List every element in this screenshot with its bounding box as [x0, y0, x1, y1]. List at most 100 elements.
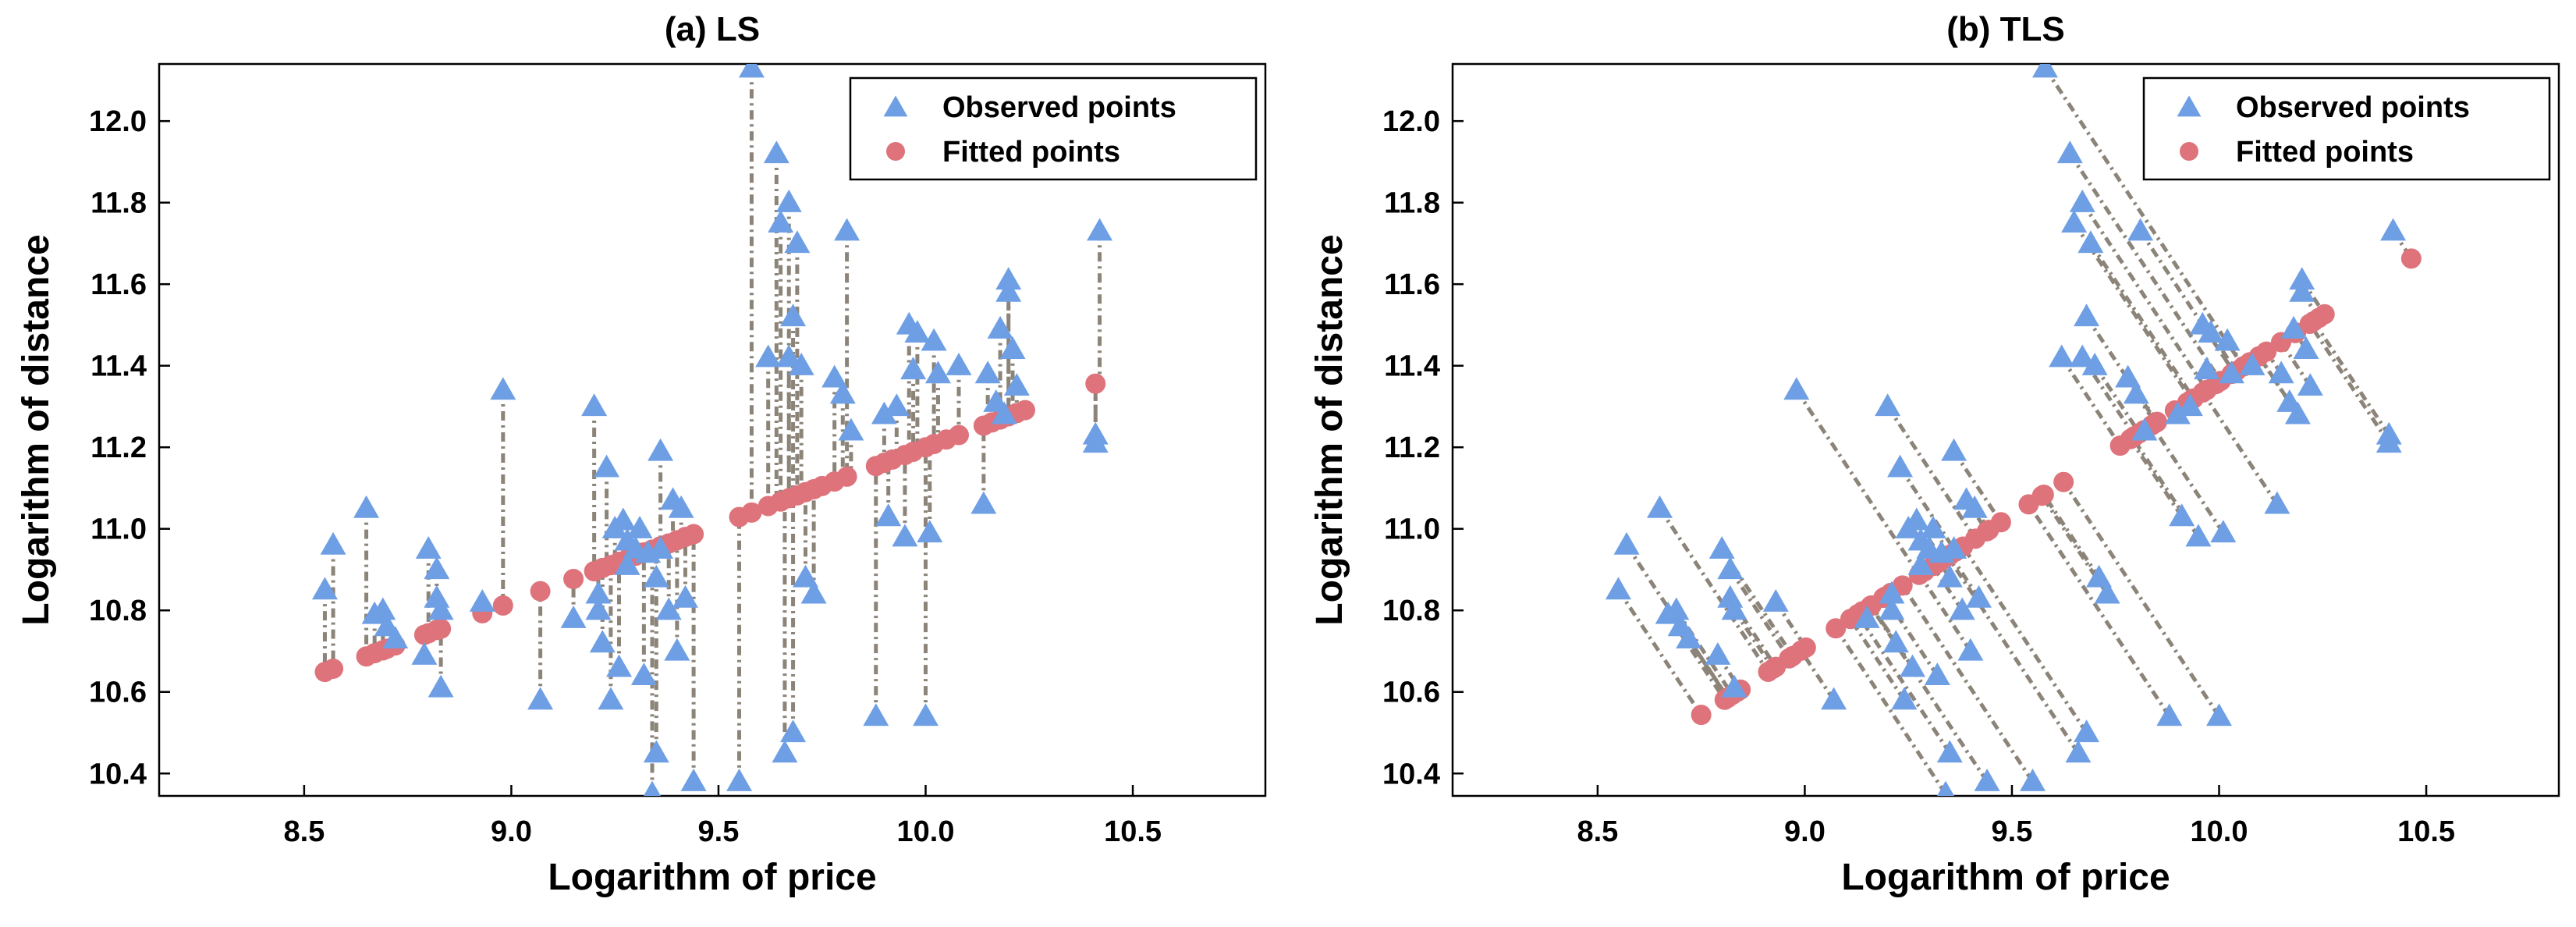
observed-point	[987, 315, 1013, 339]
y-axis-label: Logarithm of distance	[16, 234, 57, 625]
observed-point	[2031, 64, 2058, 78]
panel-ls: 8.5 9.0 9.5 10.0 10.5 10.4 10.6 10.8 11.0 11.2 11.…	[16, 10, 1267, 898]
legend-fitted-label: Fitted points	[942, 136, 1120, 169]
observed-point	[2074, 304, 2100, 327]
observed-point	[411, 641, 438, 665]
residual-line	[1834, 627, 1948, 795]
residual-line	[1687, 638, 1730, 699]
observed-point	[755, 344, 782, 368]
observed-point	[1647, 495, 1673, 518]
observed-point	[527, 687, 554, 710]
residual-line	[1952, 450, 2003, 524]
x-axis-label: Logarithm of price	[1841, 857, 2170, 898]
x-axis-label: Logarithm of price	[548, 857, 876, 898]
observed-point	[589, 630, 616, 653]
fitted-point	[1790, 640, 1811, 661]
observed-point	[610, 507, 637, 531]
observed-point	[643, 780, 662, 796]
observed-point	[738, 64, 765, 78]
observed-point	[974, 360, 1001, 384]
observed-point	[775, 344, 802, 368]
observed-point	[2069, 189, 2095, 212]
observed-point	[792, 564, 818, 588]
fitted-point	[1892, 575, 1913, 596]
observed-point	[585, 597, 612, 620]
observed-point	[581, 393, 608, 417]
legend-fitted-label: Fitted points	[2236, 136, 2414, 169]
observed-point	[2049, 344, 2075, 368]
observed-point	[2380, 218, 2407, 241]
residual-line	[1728, 568, 1791, 660]
residual-line	[2088, 242, 2195, 400]
residual-line	[1616, 588, 1703, 716]
observed-point	[2214, 328, 2241, 351]
x-tick-label: 10.5	[2397, 815, 2455, 848]
residual-line	[2093, 364, 2141, 435]
y-tick-label: 11.0	[90, 513, 147, 546]
observed-point	[630, 662, 657, 685]
observed-point	[2131, 417, 2158, 441]
y-tick-label: 11.6	[1384, 268, 1440, 301]
residual-line	[2131, 436, 2201, 538]
observed-point	[1887, 454, 1914, 478]
fitted-point	[683, 524, 704, 545]
observed-point	[1961, 495, 1988, 518]
y-tick-label: 11.8	[1384, 187, 1440, 220]
observed-point	[469, 589, 495, 612]
observed-point	[2094, 581, 2120, 604]
y-tick-label: 11.0	[1384, 513, 1440, 546]
legend: Observed points Fitted points	[849, 76, 1258, 181]
observed-point	[2198, 320, 2224, 343]
x-tick-label: 9.5	[1992, 815, 2033, 848]
x-tick-label: 8.5	[1577, 815, 1618, 848]
observed-point	[1663, 597, 1690, 620]
observed-point	[2280, 315, 2307, 339]
residual-line	[2308, 322, 2391, 445]
fitted-point	[836, 466, 857, 487]
legend-observed-label: Observed points	[942, 91, 1176, 124]
x-tick-label: 9.5	[698, 815, 740, 848]
y-tick-label: 10.4	[1382, 758, 1440, 790]
residual-line	[2081, 201, 2209, 392]
observed-point	[1721, 674, 1747, 698]
observed-point	[1891, 687, 1918, 710]
residual-line	[1886, 405, 1978, 540]
residual-line	[2138, 229, 2236, 374]
fitted-point	[323, 658, 344, 679]
observed-point	[428, 597, 454, 620]
residual-line	[2128, 438, 2184, 518]
residual-line	[2043, 66, 2245, 368]
observed-point	[1907, 552, 1934, 575]
observed-point	[490, 377, 516, 400]
observed-point	[382, 626, 409, 648]
plot-frame	[158, 62, 1267, 797]
fitted-point	[530, 581, 551, 602]
observed-point	[2268, 360, 2294, 384]
observed-point	[2164, 401, 2191, 424]
observed-point	[871, 401, 897, 424]
observed-point	[1717, 556, 1744, 580]
observed-point	[1705, 641, 1731, 665]
y-tick-label: 10.8	[89, 595, 147, 627]
fitted-point	[1085, 373, 1106, 394]
x-tick-label: 10.0	[2191, 815, 2248, 848]
observed-point	[1900, 654, 1926, 677]
observed-point	[2284, 401, 2311, 424]
observed-point	[1957, 638, 1984, 661]
fitted-point	[1978, 520, 1999, 541]
observed-point	[904, 320, 931, 343]
residual-line	[1900, 584, 2035, 783]
observed-point	[2115, 364, 2141, 388]
observed-point	[1762, 589, 1789, 612]
x-tick-label: 8.5	[283, 815, 325, 848]
observed-point	[2206, 703, 2233, 726]
fitted-point	[492, 595, 513, 616]
observed-point	[370, 597, 396, 620]
observed-point	[2376, 421, 2402, 445]
observed-point	[1879, 581, 1905, 604]
observed-point	[991, 401, 1017, 424]
observed-point	[863, 703, 889, 726]
observed-point	[913, 703, 939, 726]
residual-line	[2060, 356, 2122, 447]
observed-point	[1941, 438, 1967, 461]
